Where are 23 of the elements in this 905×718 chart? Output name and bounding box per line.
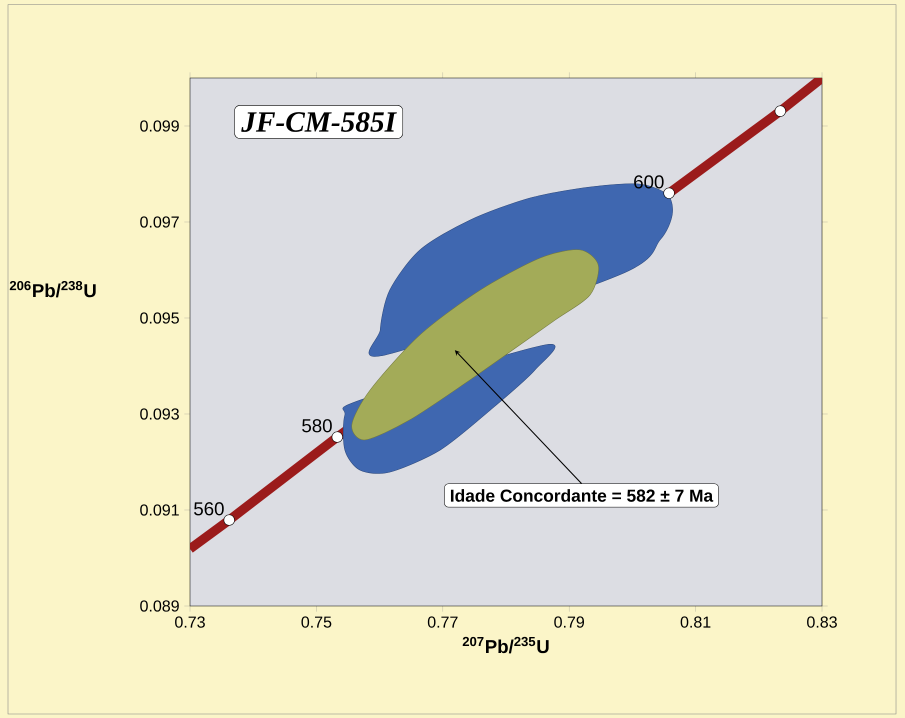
- y-tick-label: 0.089: [140, 600, 179, 612]
- point: [224, 514, 235, 526]
- x-tick-label: 0.81: [680, 616, 710, 628]
- x-tick-label: 0.83: [807, 616, 837, 628]
- x-tick-label: 0.73: [175, 616, 205, 628]
- y-tick-label: 0.097: [140, 216, 179, 228]
- annotation: Idade Concordante = 582 ± 7 Ma: [450, 489, 714, 502]
- point: [332, 431, 343, 443]
- point: [774, 106, 786, 117]
- y-tick-label: 0.091: [140, 504, 179, 516]
- y-axis-title: $^{206}$Pb/$^{238}$U: [10, 280, 96, 298]
- annotation: 580: [302, 419, 332, 432]
- point: [663, 188, 675, 199]
- annotation: 600: [634, 175, 664, 188]
- text: JF-CM-585I: [241, 112, 397, 132]
- x-axis-title: $^{207}$Pb/$^{235}$U: [462, 636, 549, 654]
- y-tick-label: 0.099: [140, 120, 179, 132]
- annotation: 560: [194, 502, 224, 516]
- y-tick-label: 0.095: [140, 312, 179, 324]
- y-tick-label: 0.093: [140, 408, 179, 420]
- x-tick-label: 0.77: [428, 616, 458, 628]
- x-tick-label: 0.79: [554, 616, 584, 628]
- x-tick-label: 0.75: [301, 616, 332, 628]
